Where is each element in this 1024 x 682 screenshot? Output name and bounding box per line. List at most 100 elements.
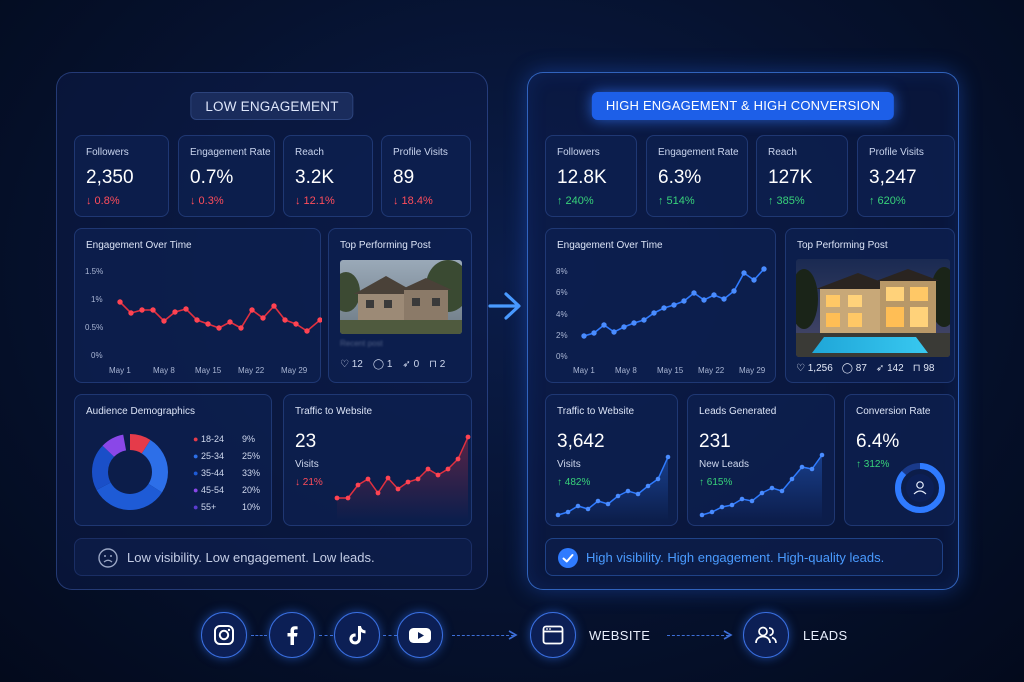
users-icon [755, 626, 777, 644]
chart-point [645, 483, 651, 489]
chart-point [595, 498, 601, 504]
stat-card-profile-visits[interactable]: Profile Visits 89 ↓ 18.4% [381, 135, 471, 217]
summary-text: High visibility. High engagement. High-q… [586, 550, 885, 565]
chart-point [739, 496, 745, 502]
chart-point [150, 307, 156, 313]
website-label: WEBSITE [589, 628, 651, 643]
instagram-button[interactable] [201, 612, 247, 658]
traffic-sub: Visits [295, 459, 319, 470]
donut-slice [92, 434, 168, 510]
chart-point [585, 506, 591, 512]
legend-value: 25% [242, 451, 261, 461]
card-title: Top Performing Post [340, 240, 431, 251]
send-icon: ➶ [402, 359, 411, 370]
traffic-sparkline [555, 454, 671, 521]
chart-point [701, 297, 707, 303]
chart-point [435, 472, 441, 478]
traffic-card: Traffic to Website 23 Visits ↓ 21% [283, 394, 472, 526]
legend-row: ● 55+ [193, 499, 224, 516]
chart-point [641, 317, 647, 323]
heart-icon: ♡ [796, 363, 805, 374]
chart-point [611, 329, 617, 335]
summary-text: Low visibility. Low engagement. Low lead… [127, 550, 375, 565]
comments-count: 1 [386, 359, 393, 370]
legend-dot: ● [193, 468, 199, 478]
youtube-button[interactable] [397, 612, 443, 658]
traffic-change: ↑ 482% [557, 477, 591, 488]
likes-metric: ♡ 1,256 [796, 363, 833, 374]
chart-point [405, 479, 411, 485]
top-post-card[interactable]: Top Performing Post ♡ 1,256 ◯ 87 ➶ 142 [785, 228, 955, 383]
legend-row: ● 18-24 [193, 431, 224, 448]
leads-button[interactable] [743, 612, 789, 658]
x-tick: May 1 [573, 366, 595, 375]
conversion-rate-card: Conversion Rate 6.4% ↑ 312% [844, 394, 955, 526]
chart-point [117, 299, 123, 305]
connector-arrow [452, 635, 514, 636]
conversion-gauge [895, 463, 945, 513]
leads-sparkline [699, 452, 825, 521]
chart-point [671, 302, 677, 308]
stat-card-reach[interactable]: Reach 127K ↑ 385% [756, 135, 848, 217]
instagram-icon [214, 625, 234, 645]
chart-point [789, 476, 795, 482]
likes-metric: ♡ 12 [340, 359, 363, 370]
chart-point [709, 509, 715, 515]
x-tick: May 29 [739, 366, 766, 375]
chart-point [769, 485, 775, 491]
stat-card-profile-visits[interactable]: Profile Visits 3,247 ↑ 620% [857, 135, 955, 217]
stat-card-followers[interactable]: Followers 2,350 ↓ 0.8% [74, 135, 169, 217]
stat-card-followers[interactable]: Followers 12.8K ↑ 240% [545, 135, 637, 217]
legend-label: 55+ [200, 502, 217, 512]
chart-point [651, 310, 657, 316]
saves-metric: ⊓ 2 [429, 359, 445, 370]
tiktok-button[interactable] [334, 612, 380, 658]
card-title: Engagement Over Time [86, 240, 192, 251]
leads-label: LEADS [803, 628, 848, 643]
chart-point [591, 330, 597, 336]
chart-point [216, 325, 222, 331]
chart-point [631, 320, 637, 326]
stat-card-reach[interactable]: Reach 3.2K ↓ 12.1% [283, 135, 373, 217]
sad-face-icon [98, 548, 118, 568]
stat-card-engagement-rate[interactable]: Engagement Rate 6.3% ↑ 514% [646, 135, 748, 217]
leads-sub: New Leads [699, 459, 750, 470]
chart-point [601, 322, 607, 328]
y-tick: 1% [91, 295, 103, 304]
website-button[interactable] [530, 612, 576, 658]
chart-point [555, 512, 561, 518]
summary-footer: High visibility. High engagement. High-q… [545, 538, 943, 576]
legend-dot: ● [193, 451, 199, 461]
chart-point [415, 476, 421, 482]
chart-point [719, 504, 725, 510]
facebook-button[interactable] [269, 612, 315, 658]
engagement-chart: 8% 6% 4% 2% 0% May 1 May 8 May 15 May 22… [556, 266, 767, 375]
post-image [796, 259, 950, 357]
card-title: Conversion Rate [856, 406, 931, 417]
y-tick: 1.5% [85, 267, 103, 276]
top-post-card[interactable]: Top Performing Post Recent post ♡ 12 ◯ 1… [328, 228, 472, 383]
stat-label: Profile Visits [869, 147, 924, 158]
legend-row: ● 35-44 [193, 465, 224, 482]
traffic-sub: Visits [557, 459, 581, 470]
chart-point [799, 464, 805, 470]
chart-point [761, 266, 767, 272]
connector-line [319, 635, 333, 636]
chart-point [425, 466, 431, 472]
legend-label: 35-44 [200, 468, 224, 478]
x-tick: May 22 [238, 366, 265, 375]
chart-point [293, 321, 299, 327]
check-circle-icon [558, 548, 578, 568]
stat-change: ↓ 18.4% [393, 195, 433, 207]
comments-count: 87 [855, 363, 867, 374]
chart-point [317, 317, 322, 323]
card-title: Audience Demographics [86, 406, 195, 417]
leads-change: ↑ 615% [699, 477, 733, 488]
youtube-icon [409, 628, 431, 643]
stat-card-engagement-rate[interactable]: Engagement Rate 0.7% ↓ 0.3% [178, 135, 275, 217]
legend-dot: ● [193, 502, 199, 512]
chart-point [575, 503, 581, 509]
chart-point [128, 310, 134, 316]
chart-point [711, 292, 717, 298]
traffic-card: Traffic to Website 3,642 Visits ↑ 482% [545, 394, 678, 526]
